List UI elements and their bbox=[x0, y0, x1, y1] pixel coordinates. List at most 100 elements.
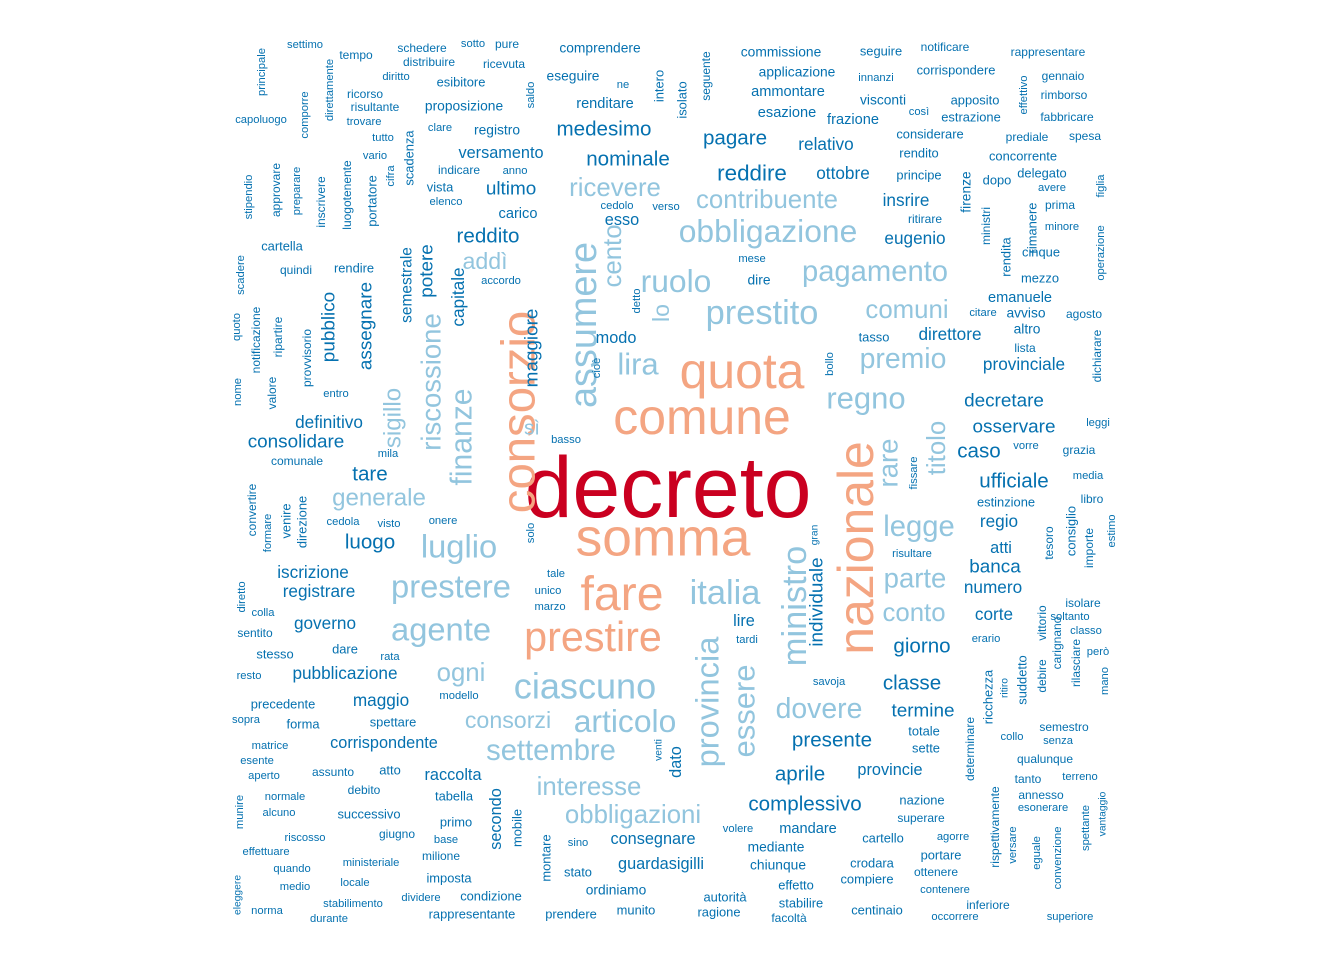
word-effetto: effetto bbox=[778, 878, 814, 893]
word-innanzi: innanzi bbox=[858, 72, 893, 84]
word-ne: ne bbox=[617, 79, 629, 91]
word-schedere: schedere bbox=[397, 41, 447, 55]
word-numero: numero bbox=[964, 577, 1022, 597]
word-complessivo: complessivo bbox=[748, 793, 861, 816]
word-sotto: sotto bbox=[461, 38, 485, 50]
word-maggio: maggio bbox=[353, 690, 409, 710]
word-montare: montare bbox=[539, 834, 554, 881]
word-tale: tale bbox=[547, 568, 565, 580]
word-rispettivamente: rispettivamente bbox=[988, 786, 1002, 868]
word-consegnare: consegnare bbox=[610, 830, 695, 848]
word-atti: atti bbox=[990, 539, 1012, 557]
word-rappresentare: rappresentare bbox=[1011, 45, 1086, 59]
word-tesoro: tesoro bbox=[1042, 526, 1056, 560]
word-spesa: spesa bbox=[1069, 129, 1101, 143]
word-vittorio: vittorio bbox=[1035, 605, 1049, 641]
word-renditare: renditare bbox=[576, 96, 634, 112]
word-esente: esente bbox=[240, 755, 274, 767]
word-eugenio: eugenio bbox=[884, 228, 945, 248]
word-riscossione: riscossione bbox=[416, 313, 447, 451]
word-distribuire: distribuire bbox=[403, 55, 455, 69]
word-bollo: bollo bbox=[824, 352, 836, 376]
word-unico: unico bbox=[535, 585, 562, 597]
word-nazione: nazione bbox=[899, 793, 944, 808]
word-lira: lira bbox=[617, 347, 659, 382]
word-ricevere: ricevere bbox=[569, 174, 661, 202]
word-gran: gran bbox=[810, 524, 821, 545]
word-consolidare: consolidare bbox=[248, 432, 345, 453]
word-prestere: prestere bbox=[391, 568, 511, 605]
word-debito: debito bbox=[348, 783, 381, 797]
word-portare: portare bbox=[921, 848, 962, 863]
word-accordo: accordo bbox=[481, 275, 521, 287]
word-tutto: tutto bbox=[372, 132, 394, 144]
word-ministro: ministro bbox=[776, 546, 814, 666]
word-applicazione: applicazione bbox=[759, 65, 836, 80]
word-concorrente: concorrente bbox=[989, 149, 1057, 164]
word-ruolo: ruolo bbox=[641, 263, 712, 299]
word-ogni: ogni bbox=[437, 659, 486, 687]
word-convenzione: convenzione bbox=[1052, 827, 1064, 890]
word-cioe: cioè bbox=[591, 358, 603, 379]
word-cedola: cedola bbox=[327, 516, 361, 528]
word-generale: generale bbox=[332, 485, 426, 512]
word-titolo: titolo bbox=[923, 421, 951, 476]
word-agosto: agosto bbox=[1066, 307, 1102, 321]
word-pubblico: pubblico bbox=[319, 292, 340, 362]
word-trovare: trovare bbox=[347, 116, 382, 128]
word-venire: venire bbox=[279, 503, 294, 538]
word-formare: formare bbox=[262, 514, 274, 553]
word-munire: munire bbox=[234, 795, 246, 829]
word-comune: comune bbox=[613, 389, 791, 445]
word-corte: corte bbox=[975, 604, 1013, 624]
word-ricorso: ricorso bbox=[347, 87, 383, 101]
word-aperto: aperto bbox=[248, 770, 280, 782]
word-crodara: crodara bbox=[850, 856, 895, 871]
word-ricchezza: ricchezza bbox=[981, 669, 996, 724]
word-resto: resto bbox=[237, 670, 262, 682]
word-parte: parte bbox=[884, 563, 947, 594]
word-consorzi: consorzi bbox=[465, 707, 551, 733]
word-nome: nome bbox=[232, 378, 244, 406]
word-principale: principale bbox=[256, 48, 268, 96]
word-basso: basso bbox=[551, 434, 581, 446]
word-seguire: seguire bbox=[860, 44, 902, 59]
word-guardasigilli: guardasigilli bbox=[618, 855, 704, 873]
word-ragione: ragione bbox=[697, 905, 740, 920]
word-dovere: dovere bbox=[776, 693, 863, 725]
word-altro: altro bbox=[1014, 322, 1041, 337]
word-venti: venti bbox=[654, 739, 665, 761]
word-tempo: tempo bbox=[339, 48, 373, 62]
word-firenze: firenze bbox=[959, 171, 974, 213]
word-mese: mese bbox=[738, 253, 765, 265]
word-sentito: sentito bbox=[237, 626, 273, 640]
word-tabella: tabella bbox=[435, 789, 474, 804]
word-reddire: reddire bbox=[717, 161, 787, 186]
word-assunto: assunto bbox=[312, 765, 354, 779]
word-classe: classe bbox=[883, 672, 941, 695]
word-obbligazioni: obbligazioni bbox=[565, 801, 701, 829]
word-dire: dire bbox=[747, 273, 770, 288]
word-luglio: luglio bbox=[421, 528, 497, 565]
word-agorre: agorre bbox=[937, 831, 969, 843]
word-sopra: sopra bbox=[232, 714, 261, 726]
word-norma: norma bbox=[251, 905, 283, 917]
word-capoluogo: capoluogo bbox=[235, 114, 287, 126]
word-volere: volere bbox=[723, 823, 753, 835]
word-successivo: successivo bbox=[337, 807, 400, 822]
word-carico: carico bbox=[499, 206, 538, 222]
word-consiglio: consiglio bbox=[1064, 506, 1079, 556]
word-versamento: versamento bbox=[458, 144, 543, 162]
word-obbligazione: obbligazione bbox=[679, 213, 858, 249]
word-superare: superare bbox=[897, 811, 945, 825]
word-termine: termine bbox=[892, 701, 955, 722]
word-ciascuno: ciascuno bbox=[514, 666, 656, 707]
word-pero: però bbox=[1087, 646, 1109, 658]
word-esibitore: esibitore bbox=[437, 75, 486, 90]
word-principe: principe bbox=[896, 168, 941, 183]
word-cosi: così bbox=[909, 106, 930, 118]
word-governo: governo bbox=[294, 613, 356, 633]
word-entro: entro bbox=[323, 388, 349, 400]
word-tare: tare bbox=[352, 463, 388, 486]
